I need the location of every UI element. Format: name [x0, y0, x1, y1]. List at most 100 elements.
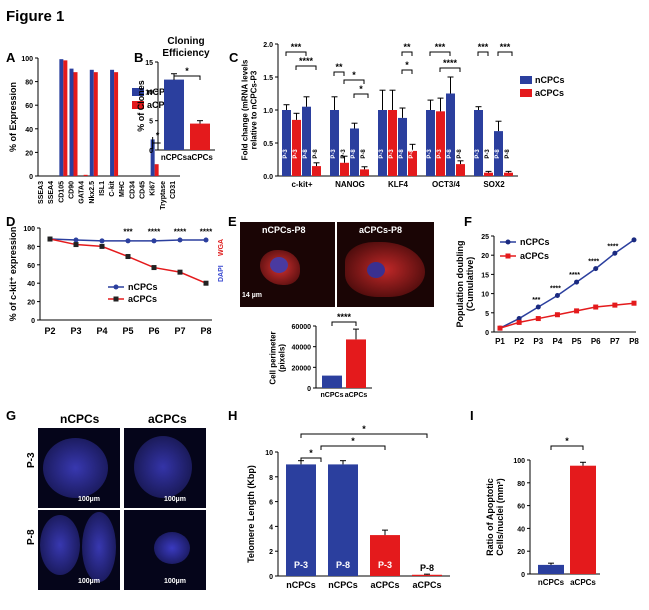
c-sig-0 — [285, 51, 307, 56]
b-xtick-aCPCs: aCPCs — [187, 153, 213, 162]
a-xtick-CD45: CD45 — [140, 181, 147, 199]
micrograph-e-left: nCPCs-P8 14 µm — [240, 222, 335, 307]
i-ytick-label: 0 — [521, 572, 525, 579]
c-xtick-NANOG: NANOG — [335, 180, 365, 189]
e-left-label: nCPCs-P8 — [262, 225, 306, 235]
h-sig-0 — [300, 433, 428, 438]
a-ytick-label: 40 — [25, 127, 33, 134]
panel-letter-B: B — [134, 50, 143, 65]
b-sig-label: * — [185, 66, 189, 76]
a-bar-nCPCs-CD105 — [59, 59, 64, 176]
c-passage-SOX2-2: P-8 — [495, 149, 501, 159]
c-xtick-SOX2: SOX2 — [483, 180, 505, 189]
c-sig-7 — [429, 51, 451, 56]
b-xtick-nCPCs: nCPCs — [161, 153, 188, 162]
h-ytick-label: 8 — [269, 475, 273, 482]
a-bar-aCPCs-Nkx2.5 — [93, 72, 98, 176]
a-ytick-label: 20 — [25, 150, 33, 157]
f-point-nCPCs-2 — [535, 304, 541, 310]
h-xtick-1: nCPCs — [328, 580, 358, 590]
e-right-label: aCPCs-P8 — [359, 225, 403, 235]
h-bar-label-3: P-8 — [420, 563, 434, 573]
b-ytick-label: 15 — [145, 60, 153, 67]
c-xtick-KLF4: KLF4 — [388, 180, 409, 189]
f-point-aCPCs-2 — [535, 316, 541, 322]
f-line-nCPCs — [499, 239, 635, 329]
f-ytick-label: 10 — [481, 292, 489, 299]
i-xtick-nCPCs: nCPCs — [538, 578, 565, 587]
a-xtick-SSEA3: SSEA3 — [38, 181, 45, 204]
b-title-1: Cloning — [167, 36, 204, 47]
d-ytick-label: 100 — [23, 226, 35, 233]
f-ytick-label: 20 — [481, 253, 489, 260]
c-bar-NANOG-0 — [330, 110, 339, 176]
d-point-aCPCs-3 — [125, 254, 131, 260]
f-sig-6: **** — [607, 243, 618, 250]
f-sig-4: **** — [569, 272, 580, 279]
legend-label-acpcs: aCPCs — [147, 100, 176, 110]
panel-letter-C: C — [229, 50, 239, 65]
micrograph-g-ncpc-p8: 100µm — [38, 510, 120, 590]
a-xtick-CD105: CD105 — [58, 181, 65, 203]
a-bar-nCPCs-Ki67 — [150, 139, 155, 176]
f-point-nCPCs-4 — [574, 279, 580, 285]
c-sig-8-label: **** — [443, 58, 458, 68]
a-bar-aCPCs-GATA4 — [83, 174, 88, 176]
b-ylabel: % of Clones — [136, 80, 146, 132]
i-ylabel-1: Cells/nuclei (mm²) — [495, 478, 505, 556]
d-point-aCPCs-5 — [177, 269, 183, 275]
c-passage-NANOG-2: P-8 — [351, 149, 357, 159]
c-passage-c-kit-2: P-8 — [303, 149, 309, 159]
a-xtick-Tryptase: Tryptase — [160, 181, 167, 210]
c-bar-NANOG-2 — [350, 128, 359, 176]
a-ytick-label: 0 — [29, 174, 33, 181]
g-scale-4: 100µm — [164, 578, 186, 585]
d-point-nCPCs-6 — [203, 237, 209, 243]
c-passage-OCT3/4-0: P-3 — [427, 149, 433, 159]
a-xtick-ISL1: ISL1 — [99, 181, 106, 196]
a-xtick-CD90: CD90 — [69, 181, 76, 199]
c-sig-7-label: *** — [435, 42, 446, 52]
c-sig-6 — [401, 69, 413, 74]
legend-swatch-acpcs — [520, 89, 532, 97]
c-bar-SOX2-2 — [494, 131, 503, 176]
h-bar-label-1: P-8 — [336, 560, 350, 570]
g-scale-3: 100µm — [78, 578, 100, 585]
c-sig-5-label: ** — [403, 42, 411, 52]
c-sig-3-label: * — [352, 70, 356, 80]
d-ytick-label: 80 — [27, 244, 35, 251]
a-ylabel-0: % of Expression — [8, 82, 18, 152]
g-row-label-p3: P-3 — [26, 452, 37, 468]
panel-letter-F: F — [464, 214, 472, 229]
d-point-aCPCs-2 — [99, 243, 105, 249]
panel-letter-H: H — [228, 408, 237, 423]
f-point-aCPCs-4 — [574, 308, 580, 314]
h-xtick-3: aCPCs — [412, 580, 441, 590]
e-ylabel-1: (pixels) — [278, 344, 287, 372]
c-ylabel-1: relative to nCPCs-P3 — [250, 70, 259, 149]
c-bar-KLF4-1 — [388, 110, 397, 176]
c-bar-NANOG-3 — [360, 169, 369, 176]
e-bar-nCPCs — [322, 375, 342, 388]
f-point-aCPCs-3 — [554, 312, 560, 318]
f-point-aCPCs-7 — [631, 300, 637, 306]
d-point-aCPCs-1 — [73, 242, 79, 248]
b-ytick-label: 0 — [149, 148, 153, 155]
panel-letter-G: G — [6, 408, 16, 423]
c-sig-10 — [497, 51, 513, 56]
legend-label-ncpcs: nCPCs — [535, 75, 565, 85]
f-sig-3: **** — [550, 286, 561, 293]
c-passage-OCT3/4-2: P-8 — [447, 149, 453, 159]
i-ytick-label: 100 — [513, 458, 525, 465]
i-xtick-aCPCs: aCPCs — [570, 578, 596, 587]
f-point-aCPCs-0 — [497, 325, 503, 331]
f-point-nCPCs-3 — [554, 293, 560, 299]
f-ylabel-1: (Cumulative) — [465, 257, 475, 312]
c-bar-NANOG-1 — [340, 162, 349, 176]
c-sig-10-label: *** — [500, 42, 511, 52]
f-xtick-P1: P1 — [495, 337, 505, 346]
h-xtick-0: nCPCs — [286, 580, 316, 590]
h-sig-1-label: * — [351, 436, 355, 446]
d-ytick-label: 60 — [27, 263, 35, 270]
a-xtick-Nkx2.5: Nkx2.5 — [89, 181, 96, 204]
